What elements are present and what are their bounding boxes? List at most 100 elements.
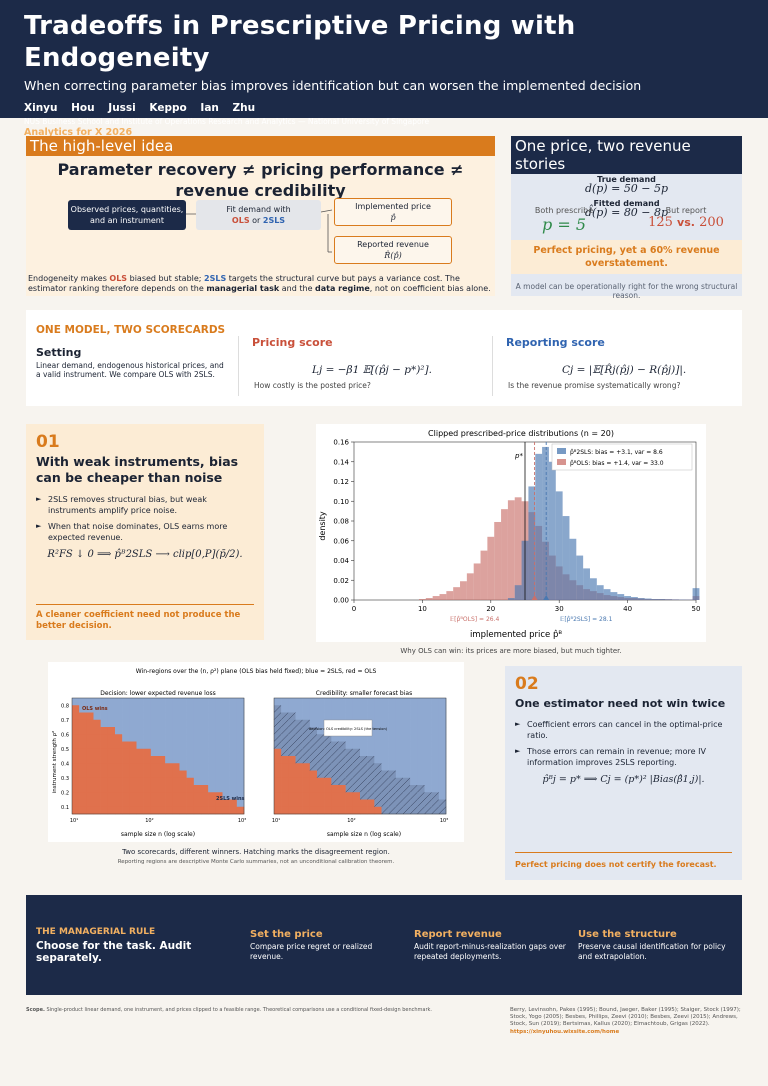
legend-label: p̂ᴮOLS: bias = +1.4, var = 33.0 <box>570 460 664 467</box>
finding-bullet: 2SLS removes structural bias, but weak i… <box>36 494 254 516</box>
heatmap-cell <box>201 785 209 793</box>
hatch-mark <box>273 741 282 749</box>
heatmap-cell <box>288 705 296 713</box>
heatmap-cell <box>201 698 209 706</box>
heatmap-cell <box>86 756 94 764</box>
region-label: OLS wins <box>82 706 108 712</box>
heatmap-cell <box>136 748 144 757</box>
heatmap-cell <box>374 698 382 706</box>
heatmap-cell <box>201 748 209 757</box>
heatmap-cell <box>431 748 440 757</box>
heatmap-cell <box>100 770 109 779</box>
heatmap-cell <box>208 792 216 800</box>
heatmap-cell <box>165 777 173 786</box>
hatch-mark <box>302 741 311 749</box>
idea-body-text: biased but stable; <box>127 274 205 283</box>
heatmap-cell <box>229 770 238 779</box>
heatmap-cell <box>288 777 296 786</box>
heatmap-cell <box>143 712 152 721</box>
heatmap-cell <box>324 777 332 786</box>
heatmap-cell <box>201 741 209 750</box>
heatmap-cell <box>403 748 411 757</box>
heatmap-cell <box>208 719 216 728</box>
heatmap-cell <box>388 748 397 757</box>
histogram-bar <box>480 550 488 600</box>
hatch-mark <box>388 792 397 800</box>
heatmap-cell <box>136 705 144 713</box>
heatmap-cell <box>338 806 346 815</box>
heatmap-cell <box>136 756 144 764</box>
heatmap-cell <box>179 785 187 793</box>
heatmap-cell <box>417 727 425 735</box>
heatmap-cell <box>186 770 195 779</box>
heatmap-cell <box>129 734 137 742</box>
heatmap-cell <box>395 719 404 728</box>
poster-title: Tradeoffs in Prescriptive Pricing with E… <box>24 11 576 73</box>
heatmap-cell <box>208 748 216 757</box>
heatmap-cell <box>236 806 245 815</box>
hatch-mark <box>288 741 296 749</box>
implemented-label: Implemented price <box>355 202 431 211</box>
heatmap-cell <box>186 741 195 750</box>
heatmap-cell <box>107 719 116 728</box>
heatmap-cell <box>331 792 339 800</box>
heatmap-cell <box>193 719 202 728</box>
reported-label: Reported revenue <box>357 240 429 249</box>
panel-title: Decision: lower expected revenue loss <box>100 690 216 697</box>
y-tick-label: 0.10 <box>333 498 349 506</box>
hatch-mark <box>273 734 282 742</box>
heatmap-cell <box>403 712 411 721</box>
heatmap-cell <box>302 806 311 815</box>
fit-methods: OLS or 2SLS <box>232 215 285 226</box>
heatmap-cell <box>143 770 152 779</box>
heatmap-cell <box>136 712 144 721</box>
heatmap-cell <box>352 792 361 800</box>
hatch-mark <box>323 770 332 778</box>
rule-col-title: Report revenue <box>414 929 502 940</box>
heatmap-cell <box>338 792 346 800</box>
heatmap-cell <box>302 770 311 779</box>
heatmap-cell <box>179 777 187 786</box>
heatmap-cell <box>193 712 202 721</box>
heatmap-cell <box>193 799 202 808</box>
heatmap-cell <box>229 712 238 721</box>
heatmap-cell <box>431 712 440 721</box>
hatch-mark <box>388 799 397 807</box>
heatmap-cell <box>201 705 209 713</box>
heatmap-cell <box>417 763 425 771</box>
project-link[interactable]: https://xinyuhou.wixsite.com/home <box>510 1029 620 1035</box>
heatmap-figure: Win-regions over the (n, ρ²) plane (OLS … <box>48 662 464 842</box>
heatmap-cell <box>345 799 354 808</box>
heatmap-cell <box>143 792 152 800</box>
heatmap-cell <box>352 799 361 808</box>
heatmap-cell <box>229 799 238 808</box>
heatmap-cell <box>215 763 223 771</box>
hatch-mark <box>352 755 361 764</box>
heatmap-cell <box>360 698 368 706</box>
heatmap-cell <box>150 719 159 728</box>
heatmap-cell <box>150 734 159 742</box>
heatmap-cell <box>72 756 80 764</box>
heatmap-cell <box>417 734 425 742</box>
heatmap-cell <box>100 741 109 750</box>
both-label: Both prescribe <box>534 206 594 215</box>
heatmap-cell <box>424 712 432 721</box>
y-tick-label: 0.4 <box>61 761 69 767</box>
heatmap-cell <box>158 770 166 779</box>
scope-note: Scope. Single-product linear demand, one… <box>26 1007 466 1014</box>
heatmap-cell <box>107 705 116 713</box>
hatch-mark <box>374 792 382 800</box>
heatmap-cell <box>309 792 318 800</box>
x-tick-label: 10¹ <box>272 818 280 824</box>
heatmap-cell <box>143 763 152 771</box>
heatmap-cell <box>317 806 325 815</box>
heatmap-cell <box>236 763 245 771</box>
heatmap-cell <box>122 756 130 764</box>
heatmap-cell <box>388 712 397 721</box>
heatmap-cell <box>158 698 166 706</box>
rule-col-text: Preserve causal identification for polic… <box>578 942 726 961</box>
venue: Analytics for X 2026 <box>24 127 133 138</box>
y-tick-label: 0.00 <box>333 597 349 605</box>
heatmap-cell <box>79 777 87 786</box>
heatmap-cell <box>193 785 202 793</box>
